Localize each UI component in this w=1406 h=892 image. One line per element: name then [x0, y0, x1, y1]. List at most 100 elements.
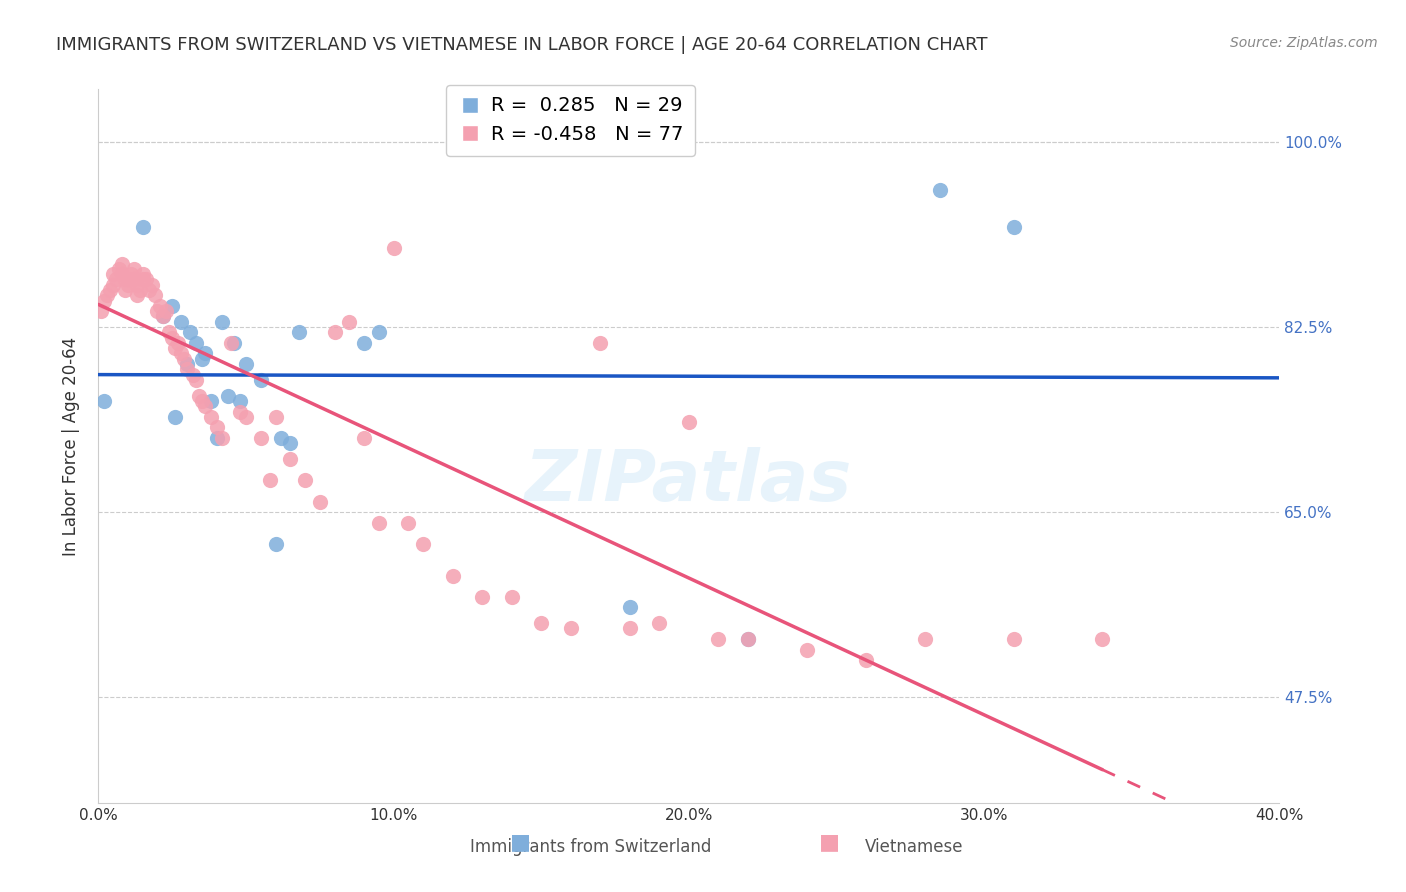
Point — [132, 267, 155, 281]
Point — [191, 351, 214, 366]
Point — [264, 409, 287, 424]
Point — [162, 331, 183, 345]
Point — [501, 590, 523, 604]
Legend: R =  0.285   N = 29, R = -0.458   N = 77: R = 0.285 N = 29, R = -0.458 N = 77 — [447, 85, 695, 156]
Point — [229, 394, 252, 409]
Point — [229, 404, 252, 418]
Point — [120, 267, 142, 281]
Point — [167, 335, 190, 350]
Point — [157, 326, 180, 340]
Point — [471, 590, 494, 604]
Text: Source: ZipAtlas.com: Source: ZipAtlas.com — [1230, 36, 1378, 50]
Point — [179, 326, 201, 340]
Point — [117, 277, 139, 292]
Point — [149, 299, 172, 313]
Point — [1091, 632, 1114, 646]
Point — [235, 409, 257, 424]
Text: Vietnamese: Vietnamese — [865, 838, 963, 856]
Point — [589, 335, 612, 350]
Point — [93, 394, 115, 409]
Point — [146, 304, 169, 318]
Point — [648, 616, 671, 631]
Point — [200, 409, 222, 424]
Point — [200, 394, 222, 409]
Point — [96, 288, 118, 302]
Point — [103, 277, 125, 292]
Point — [117, 272, 139, 286]
Point — [141, 277, 163, 292]
Point — [235, 357, 257, 371]
Point — [219, 335, 242, 350]
Point — [224, 335, 246, 350]
Point — [152, 310, 174, 324]
Point — [114, 283, 136, 297]
Point — [132, 272, 155, 286]
Point — [165, 409, 187, 424]
Point — [111, 267, 134, 281]
Text: IMMIGRANTS FROM SWITZERLAND VS VIETNAMESE IN LABOR FORCE | AGE 20-64 CORRELATION: IMMIGRANTS FROM SWITZERLAND VS VIETNAMES… — [56, 36, 988, 54]
Point — [309, 494, 332, 508]
Point — [111, 257, 134, 271]
Point — [173, 351, 195, 366]
Point — [103, 267, 125, 281]
Point — [90, 304, 112, 318]
Point — [125, 277, 148, 292]
Point — [114, 272, 136, 286]
Point — [138, 283, 160, 297]
Point — [155, 304, 177, 318]
Point — [368, 516, 391, 530]
Point — [105, 272, 128, 286]
Point — [353, 335, 375, 350]
Point — [530, 616, 553, 631]
Y-axis label: In Labor Force | Age 20-64: In Labor Force | Age 20-64 — [62, 336, 80, 556]
Point — [132, 219, 155, 234]
Point — [205, 431, 228, 445]
Point — [412, 537, 434, 551]
Point — [707, 632, 730, 646]
Point — [259, 474, 281, 488]
Point — [382, 241, 405, 255]
Point — [855, 653, 877, 667]
Point — [184, 335, 207, 350]
Text: ■: ■ — [820, 832, 839, 852]
Point — [93, 293, 115, 308]
Point — [368, 326, 391, 340]
Point — [125, 288, 148, 302]
Point — [194, 346, 217, 360]
Point — [176, 357, 198, 371]
Point — [250, 373, 273, 387]
Point — [128, 283, 150, 297]
Text: Immigrants from Switzerland: Immigrants from Switzerland — [470, 838, 711, 856]
Point — [187, 389, 209, 403]
Point — [170, 346, 193, 360]
Point — [264, 537, 287, 551]
Point — [250, 431, 273, 445]
Point — [122, 261, 145, 276]
Point — [928, 183, 950, 197]
Text: ■: ■ — [510, 832, 530, 852]
Point — [914, 632, 936, 646]
Point — [796, 642, 818, 657]
Point — [560, 621, 582, 635]
Point — [98, 283, 121, 297]
Point — [211, 315, 233, 329]
Point — [162, 299, 183, 313]
Point — [211, 431, 233, 445]
Text: ZIPatlas: ZIPatlas — [526, 447, 852, 516]
Point — [353, 431, 375, 445]
Point — [205, 420, 228, 434]
Point — [270, 431, 292, 445]
Point — [152, 310, 174, 324]
Point — [619, 621, 641, 635]
Point — [737, 632, 759, 646]
Point — [135, 272, 157, 286]
Point — [339, 315, 360, 329]
Point — [194, 400, 217, 414]
Point — [737, 632, 759, 646]
Point — [170, 315, 193, 329]
Point — [396, 516, 419, 530]
Point — [278, 436, 302, 450]
Point — [323, 326, 346, 340]
Point — [278, 452, 302, 467]
Point — [191, 394, 214, 409]
